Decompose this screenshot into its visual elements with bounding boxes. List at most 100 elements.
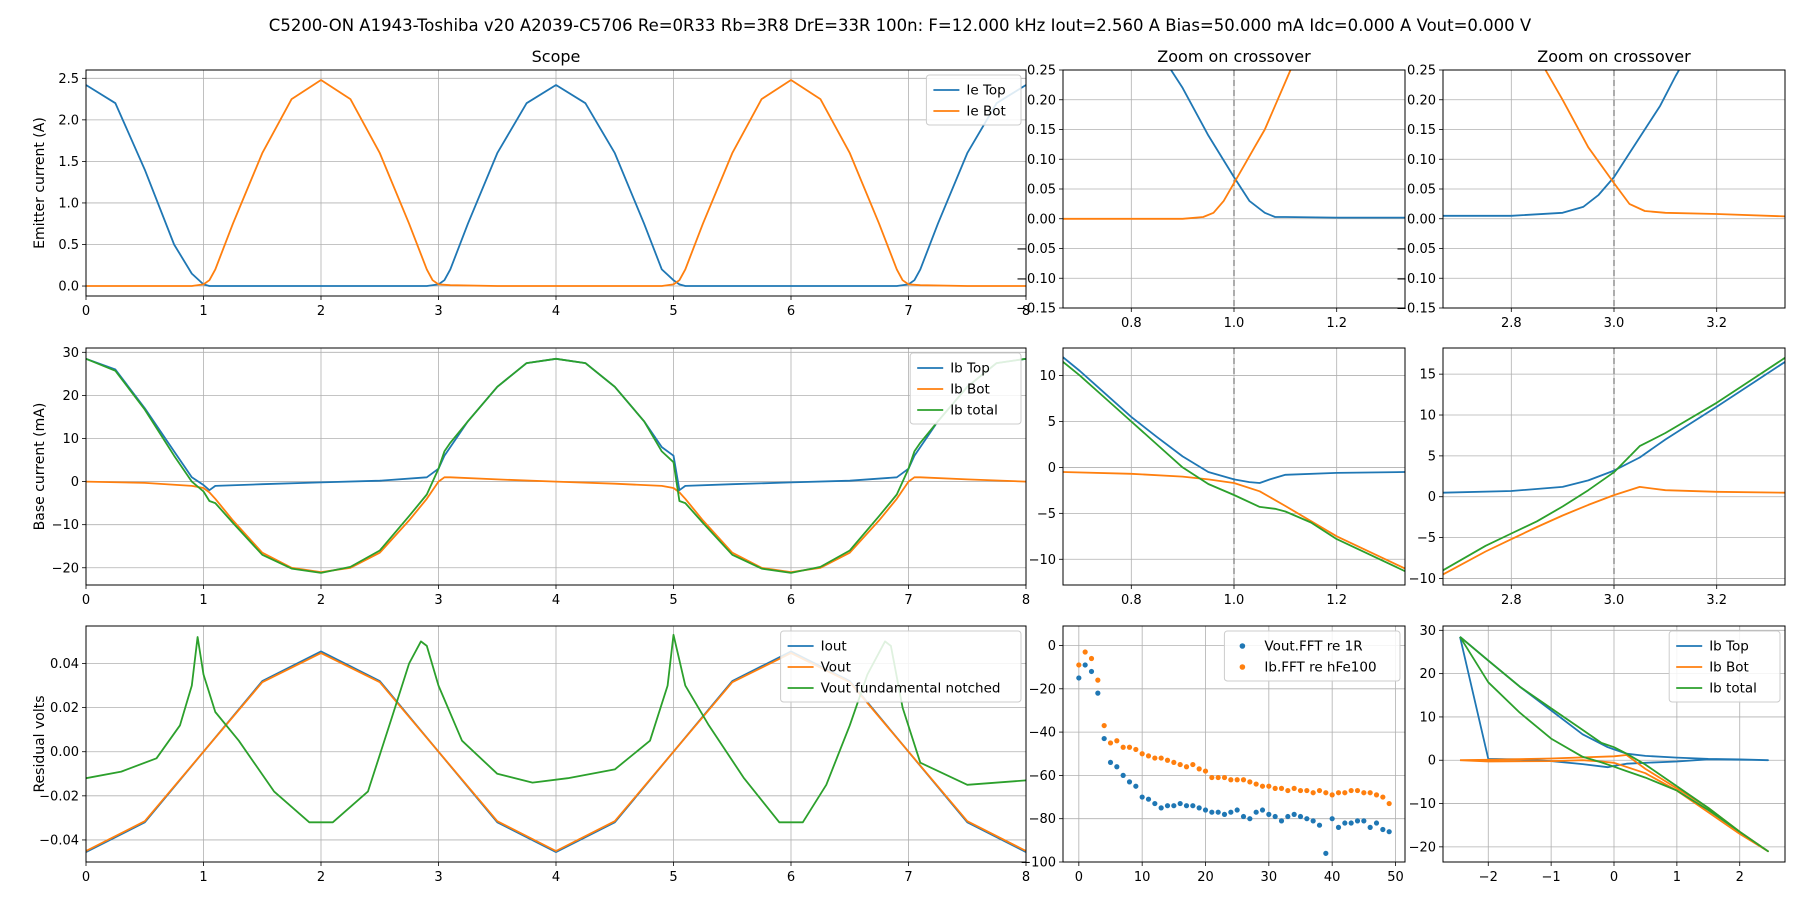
scatter-point <box>1380 794 1386 800</box>
y-tick-label: 0 <box>1428 754 1436 769</box>
x-tick-label: 8 <box>1022 593 1030 608</box>
x-tick-label: 4 <box>552 870 560 885</box>
series-line-ie-bot <box>1063 70 1292 220</box>
y-tick-label: 0.05 <box>1027 183 1056 198</box>
legend-box <box>780 630 1022 703</box>
y-tick-label: 0.20 <box>1027 93 1056 108</box>
series-line-ib-total <box>1459 636 1769 853</box>
chart-title: Scope <box>532 47 581 66</box>
scatter-point <box>1196 766 1202 772</box>
legend-label: Vout.FFT re 1R <box>1264 639 1362 655</box>
y-tick-label: −0.10 <box>1396 272 1436 287</box>
y-tick-label: 0.15 <box>1027 123 1056 138</box>
x-tick-label: 2 <box>317 304 325 319</box>
x-tick-label: −1 <box>1542 870 1561 885</box>
scatter-point <box>1234 777 1240 783</box>
x-tick-label: 6 <box>787 304 795 319</box>
y-tick-label: −20 <box>1409 840 1436 855</box>
chart-p5: 0.8 1.0 1.2 −10 −5 0 5 10 <box>1029 347 1406 608</box>
scatter-point <box>1380 826 1386 833</box>
x-tick-label: 1 <box>199 593 207 608</box>
y-tick-label: −0.05 <box>1396 242 1436 257</box>
series-line-ie-top <box>1443 70 1681 217</box>
scatter-point <box>1145 753 1152 759</box>
scatter-point <box>1177 761 1183 768</box>
axes-frame <box>1062 69 1406 309</box>
series-line-ie-top <box>1169 70 1405 219</box>
x-tick-label: 1 <box>199 304 207 319</box>
chart-title: Zoom on crossover <box>1157 47 1311 66</box>
series-group <box>1443 357 1785 576</box>
scatter-point <box>1291 811 1297 817</box>
y-tick-label: 0.00 <box>50 745 79 760</box>
series-group <box>1063 70 1405 220</box>
y-tick-label: 10 <box>1039 369 1056 384</box>
scatter-point <box>1202 768 1209 774</box>
y-tick-label: −10 <box>1029 553 1056 568</box>
y-tick-label: 30 <box>1419 624 1436 639</box>
y-tick-label: −0.15 <box>1016 302 1056 317</box>
series-group <box>1443 70 1785 218</box>
scatter-point <box>1183 764 1190 770</box>
series-line-ie-bot <box>86 79 1026 287</box>
legend-label: Ib Bot <box>950 382 990 398</box>
y-tick-label: 0 <box>1048 639 1056 654</box>
scatter-point <box>1145 796 1152 802</box>
x-tick-label: 1 <box>1673 870 1681 885</box>
x-tick-label: 0.8 <box>1121 316 1142 331</box>
x-tick-label: 3.2 <box>1706 593 1727 608</box>
x-tick-label: 5 <box>669 593 677 608</box>
scatter-point <box>1095 677 1101 683</box>
y-tick-label: −10 <box>1409 797 1436 812</box>
chart-p7: 0 1 2 3 4 5 6 7 8 −0.04 −0.02 0.00 0.02 0.04 Residual … <box>32 625 1030 885</box>
series-group <box>1063 356 1405 573</box>
scatter-point <box>1266 811 1272 817</box>
scatter-point <box>1158 805 1164 811</box>
x-tick-label: 3.2 <box>1706 316 1727 331</box>
scatter-point <box>1196 805 1202 811</box>
legend: Ib Top Ib Bot Ib total <box>909 352 1022 425</box>
axes-frame <box>85 69 1027 297</box>
scatter-point <box>1076 675 1082 681</box>
y-tick-label: 0 <box>71 475 79 490</box>
scatter-point <box>1348 787 1354 794</box>
y-tick-label: 0.00 <box>1407 212 1436 227</box>
legend-label: Ib total <box>1709 681 1757 697</box>
scatter-point <box>1278 818 1285 824</box>
x-tick-label: 3 <box>434 593 442 608</box>
x-tick-label: 0.8 <box>1121 593 1142 608</box>
y-tick-label: 0.15 <box>1407 123 1436 138</box>
x-tick-label: 5 <box>669 304 677 319</box>
y-tick-label: 1.5 <box>58 155 79 170</box>
y-tick-label: −0.04 <box>39 833 79 848</box>
scatter-point <box>1177 800 1183 807</box>
axes-frame <box>1062 347 1406 586</box>
y-tick-label: 5 <box>1428 449 1436 464</box>
legend-box <box>1223 630 1401 682</box>
scatter-point <box>1171 759 1177 766</box>
scatter-point <box>1354 818 1361 824</box>
scatter-point <box>1183 803 1190 809</box>
y-tick-label: 10 <box>1419 409 1436 424</box>
scatter-point <box>1310 790 1316 796</box>
y-tick-label: −0.10 <box>1016 272 1056 287</box>
legend-label: Ib total <box>950 403 998 419</box>
x-tick-label: 3 <box>434 870 442 885</box>
y-tick-label: 0 <box>1428 490 1436 505</box>
legend: Ib Top Ib Bot Ib total <box>1668 630 1781 703</box>
legend: Ie Top Ie Bot <box>925 74 1022 126</box>
scatter-point <box>1278 785 1285 791</box>
scatter-point <box>1164 757 1171 763</box>
x-tick-label: 20 <box>1197 870 1214 885</box>
scatter-point <box>1297 813 1304 820</box>
series-line-ie-bot <box>1544 70 1785 218</box>
x-tick-label: 1.0 <box>1224 316 1245 331</box>
scatter-point <box>1297 787 1304 794</box>
x-tick-label: 6 <box>787 593 795 608</box>
x-tick-label: 1 <box>199 870 207 885</box>
series-line-ib-top <box>1063 356 1405 484</box>
series-line-ib-top <box>1459 636 1769 769</box>
chart-p4: 0 1 2 3 4 5 6 7 8 −20 −10 0 10 20 30 Base current (mA) I… <box>32 346 1030 608</box>
scatter-point <box>1316 787 1323 794</box>
y-tick-label: 0.10 <box>1407 153 1436 168</box>
